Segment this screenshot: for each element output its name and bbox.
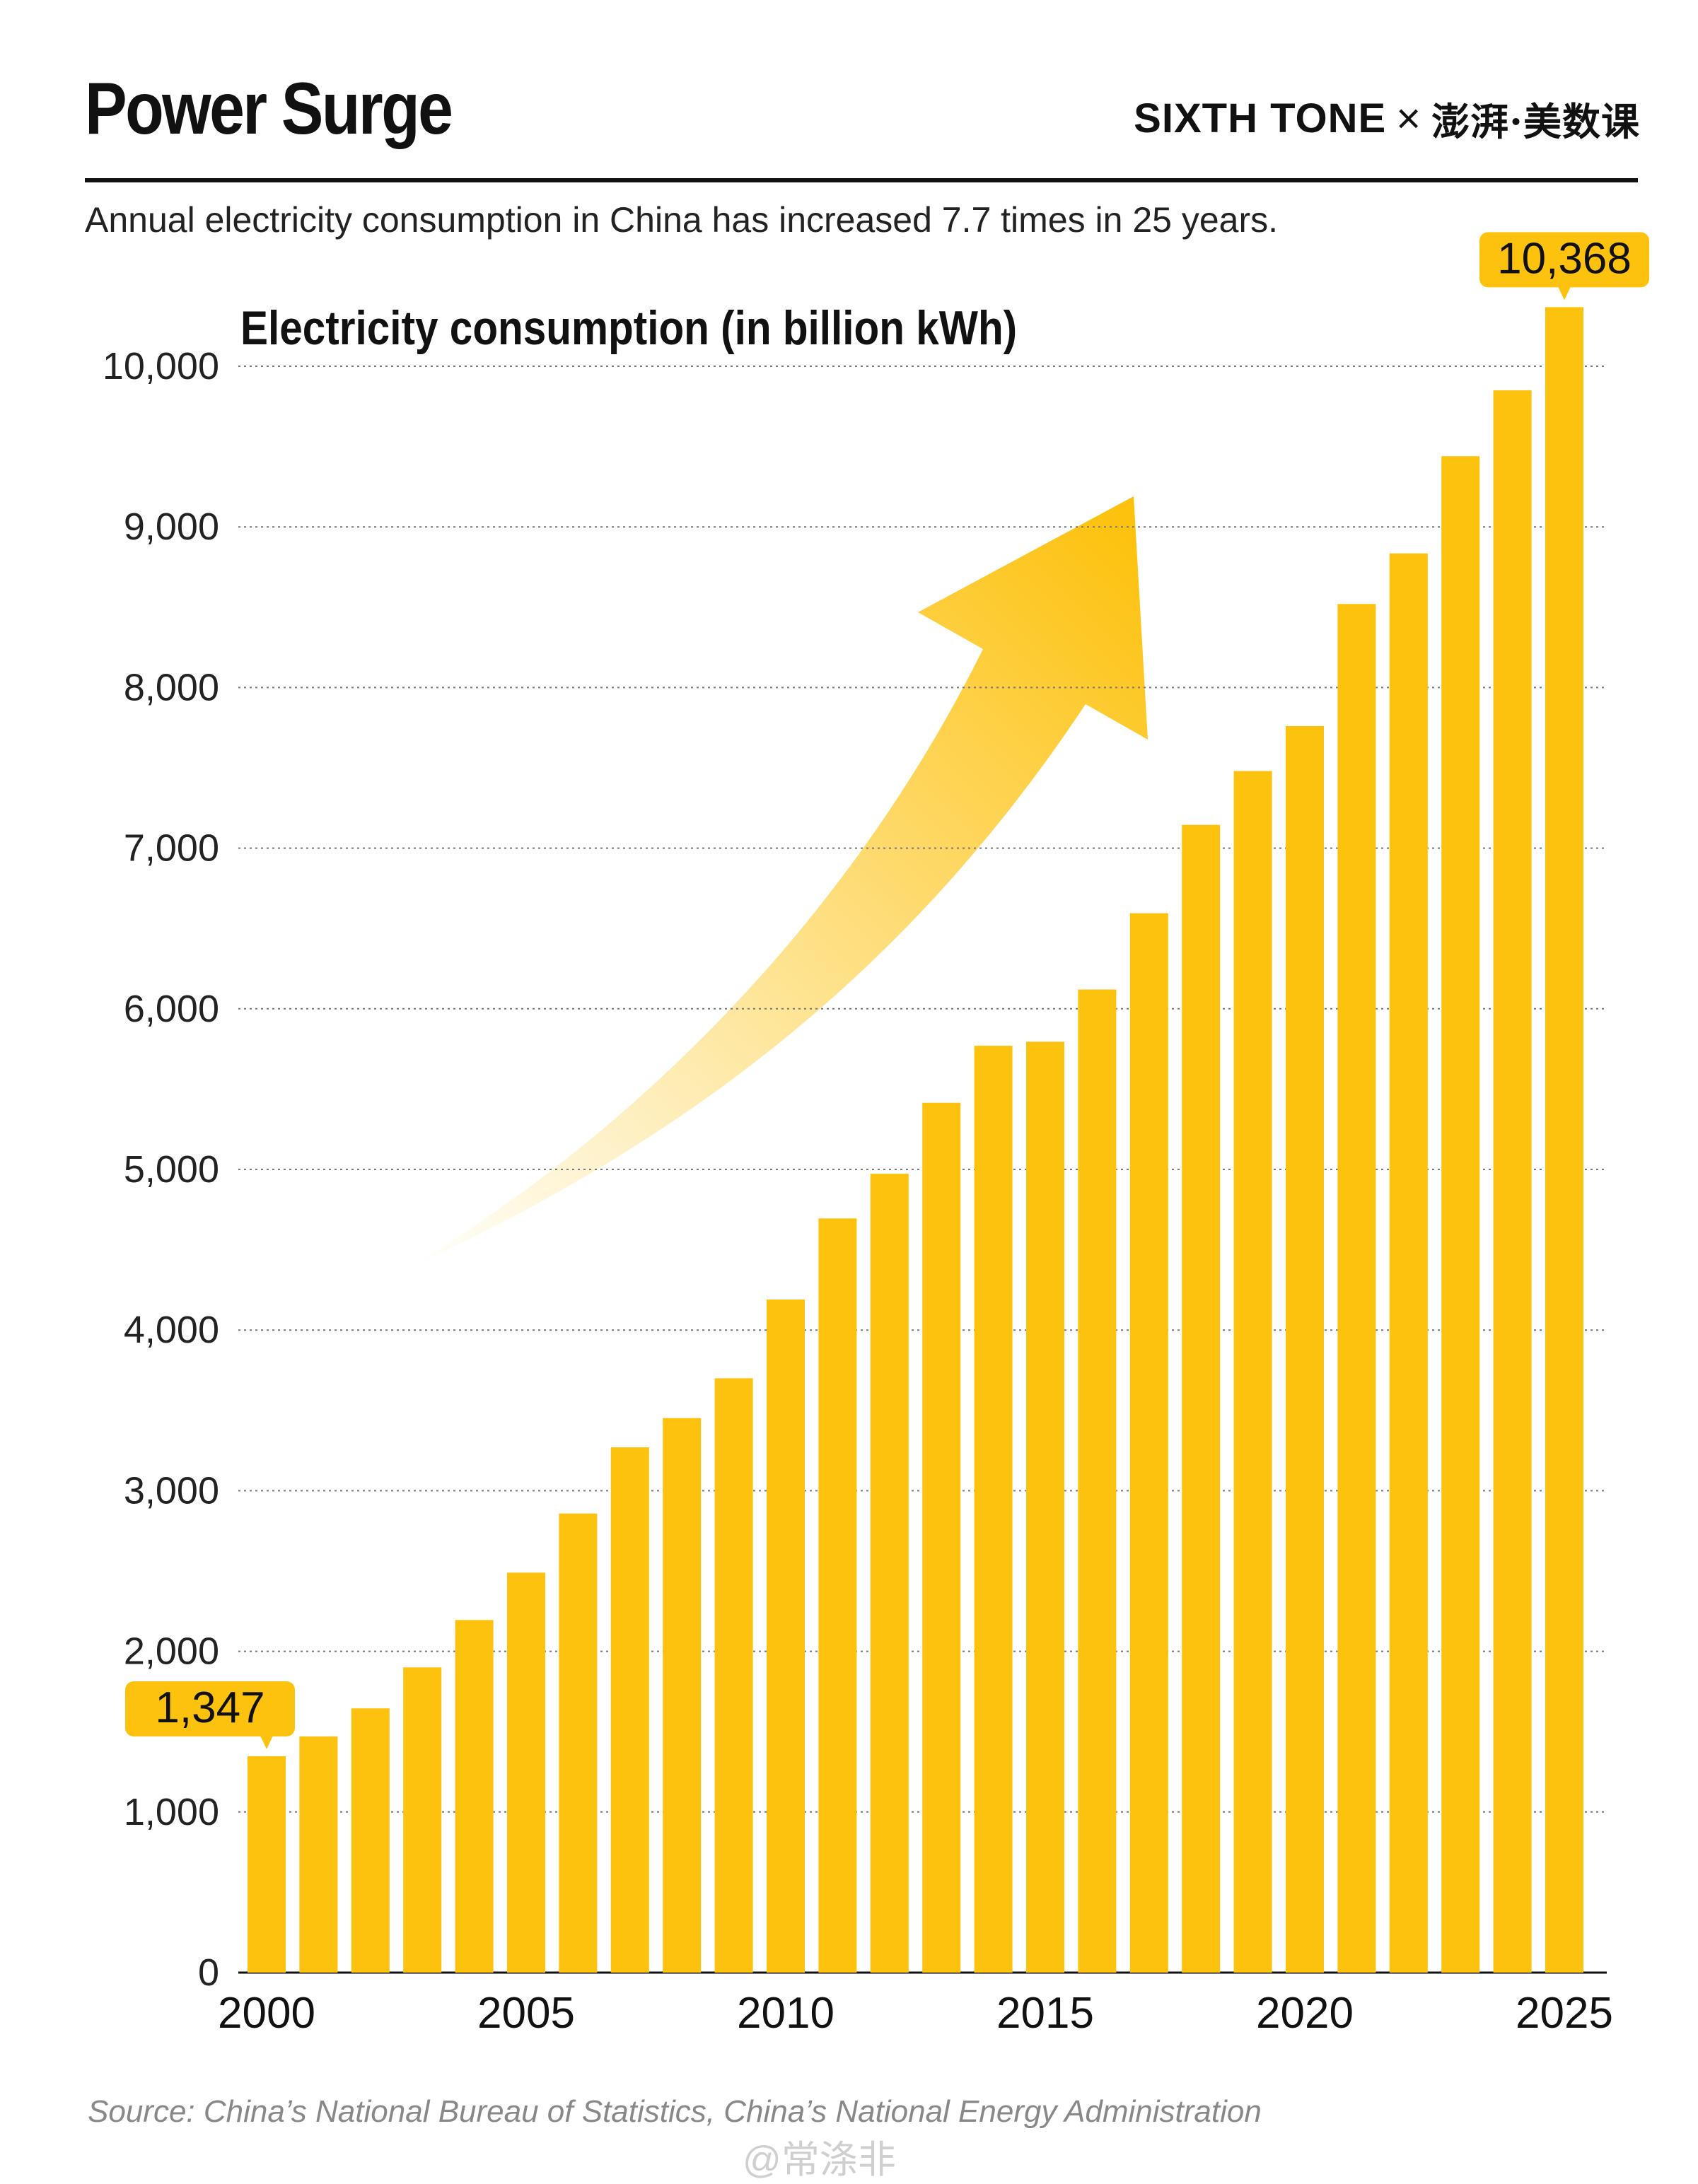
bar-2025 bbox=[1545, 307, 1583, 1973]
value-label-box bbox=[1479, 232, 1649, 288]
y-tick-label: 9,000 bbox=[124, 506, 219, 548]
y-tick-label: 1,000 bbox=[124, 1791, 219, 1833]
y-tick-label: 3,000 bbox=[124, 1469, 219, 1512]
bar-2003 bbox=[403, 1667, 442, 1973]
axis-title: Electricity consumption (in billion kWh) bbox=[240, 301, 1018, 355]
bar-2004 bbox=[455, 1620, 494, 1973]
bar-2021 bbox=[1337, 604, 1376, 1973]
y-tick-label: 8,000 bbox=[124, 666, 219, 708]
y-tick-label: 0 bbox=[198, 1951, 219, 1994]
watermark: @常涤非 bbox=[743, 2139, 896, 2181]
bar-2011 bbox=[818, 1218, 857, 1973]
bar-2022 bbox=[1389, 553, 1428, 1973]
bar-2017 bbox=[1129, 913, 1168, 1973]
source-note: Source: China’s National Bureau of Stati… bbox=[88, 2094, 1262, 2129]
value-label: 10,368 bbox=[1497, 234, 1632, 283]
bar-2014 bbox=[974, 1046, 1013, 1973]
x-tick-label: 2000 bbox=[218, 1989, 315, 2038]
bar-2010 bbox=[767, 1300, 805, 1973]
bar-2000 bbox=[248, 1756, 286, 1973]
y-tick-label: 5,000 bbox=[124, 1148, 219, 1191]
brand-partner: 澎湃·美数课 bbox=[1431, 99, 1640, 144]
brand-separator: × bbox=[1396, 95, 1422, 142]
trend-arrow bbox=[407, 496, 1148, 1269]
bar-2001 bbox=[299, 1736, 338, 1973]
x-tick-label: 2020 bbox=[1256, 1989, 1354, 2038]
y-tick-label: 2,000 bbox=[124, 1630, 219, 1673]
y-tick-label: 7,000 bbox=[124, 827, 219, 870]
bar-2016 bbox=[1078, 989, 1117, 1973]
bar-2002 bbox=[351, 1708, 390, 1973]
bar-2012 bbox=[870, 1174, 909, 1973]
x-tick-label: 2010 bbox=[737, 1989, 835, 2038]
bar-2018 bbox=[1182, 824, 1221, 1973]
bar-2009 bbox=[714, 1378, 753, 1973]
subtitle: Annual electricity consumption in China … bbox=[85, 200, 1278, 240]
value-label: 1,347 bbox=[155, 1683, 264, 1732]
y-tick-label: 6,000 bbox=[124, 988, 219, 1030]
value-label-pointer bbox=[260, 1735, 273, 1749]
header-divider bbox=[85, 178, 1638, 182]
y-tick-label: 4,000 bbox=[124, 1309, 219, 1351]
bar-2006 bbox=[559, 1513, 598, 1973]
bar-2023 bbox=[1441, 456, 1480, 1973]
bar-2005 bbox=[507, 1572, 545, 1973]
bar-2020 bbox=[1286, 725, 1324, 1973]
bar-2019 bbox=[1233, 771, 1272, 1973]
bar-2013 bbox=[922, 1102, 961, 1973]
value-label-pointer bbox=[1558, 286, 1571, 300]
bar-2015 bbox=[1026, 1041, 1064, 1973]
y-tick-label: 10,000 bbox=[103, 345, 219, 387]
bar-2024 bbox=[1493, 390, 1532, 1973]
x-tick-label: 2015 bbox=[996, 1989, 1094, 2038]
brand-sixth-tone: SIXTH TONE bbox=[1134, 95, 1387, 141]
brand-logo: SIXTH TONE × 澎湃·美数课 bbox=[1134, 90, 1640, 146]
page-title: Power Surge bbox=[85, 68, 453, 150]
x-tick-label: 2005 bbox=[477, 1989, 575, 2038]
bar-2008 bbox=[663, 1418, 702, 1973]
value-label-box bbox=[125, 1681, 295, 1736]
x-tick-label: 2025 bbox=[1516, 1989, 1613, 2038]
bar-2007 bbox=[610, 1447, 649, 1973]
